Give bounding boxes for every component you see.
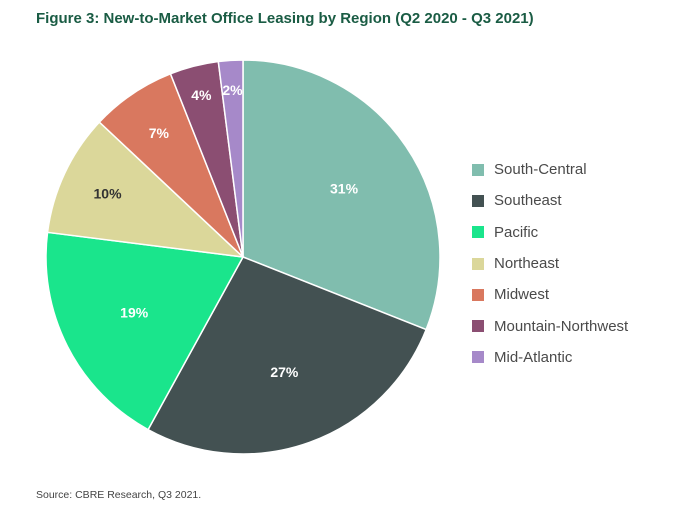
pie-slice-southeast [147,256,428,455]
legend-item: South-Central [472,154,628,185]
legend-label: Mid-Atlantic [494,348,573,366]
legend-item: Midwest [472,279,628,310]
slice-label-southeast: 27% [270,364,299,380]
legend-swatch [472,226,484,239]
legend-label: Southeast [494,192,562,210]
source-note: Source: CBRE Research, Q3 2021. [36,489,202,501]
legend-swatch [472,288,484,301]
pie-slice-south-central [242,59,441,331]
legend-label: Pacific [494,223,539,241]
legend-swatch [472,163,484,176]
slice-label-pacific: 19% [120,304,149,320]
legend-item: Pacific [472,217,628,248]
slice-label-midwest: 7% [149,125,170,141]
legend-item: Mountain-Northwest [472,310,628,341]
legend-label: Northeast [494,255,560,273]
legend-swatch [472,320,484,333]
pie-slice-mid-atlantic [217,59,244,258]
slice-label-mid-atlantic: 2% [222,82,243,98]
slice-label-northeast: 10% [94,185,123,201]
chart-title: Figure 3: New-to-Market Office Leasing b… [36,10,534,27]
slice-label-south-central: 31% [330,180,359,196]
legend-swatch [472,351,484,364]
legend-label: Mountain-Northwest [494,317,629,335]
legend-item: Southeast [472,185,628,216]
legend: South-Central Southeast Pacific Northeast Mi… [472,154,628,373]
legend-swatch [472,257,484,270]
legend-swatch [472,194,484,207]
pie-slice-pacific [45,231,245,431]
legend-label: South-Central [494,161,587,179]
legend-label: Midwest [494,286,550,304]
legend-item: Northeast [472,248,628,279]
legend-item: Mid-Atlantic [472,342,628,373]
slice-label-mountain-northwest: 4% [191,87,212,103]
pie-slice-northeast [46,121,246,259]
